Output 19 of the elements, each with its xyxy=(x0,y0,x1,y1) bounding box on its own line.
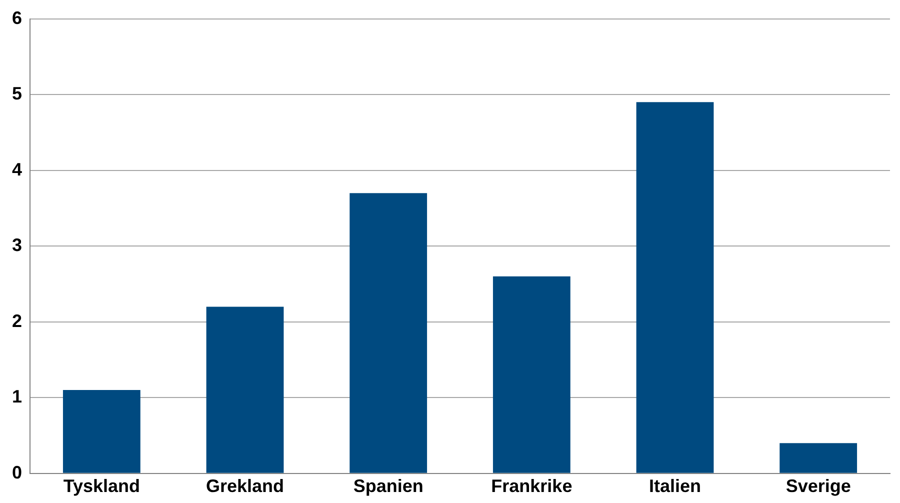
y-tick-label: 0 xyxy=(12,462,22,482)
y-tick-label: 3 xyxy=(12,235,22,256)
y-tick-label: 5 xyxy=(12,84,22,104)
x-tick-label: Sverige xyxy=(786,476,851,496)
x-tick-label: Grekland xyxy=(206,476,284,496)
x-tick-label: Italien xyxy=(648,476,702,496)
bar xyxy=(780,443,858,473)
x-tick-label: Frankrike xyxy=(491,476,572,496)
x-tick-label: Tyskland xyxy=(63,476,140,496)
bar xyxy=(206,306,284,473)
y-tick-label: 2 xyxy=(12,310,22,331)
y-tick-label: 6 xyxy=(12,8,22,28)
bar xyxy=(62,390,140,473)
x-tick-label: Spanien xyxy=(353,476,424,496)
bar xyxy=(636,102,714,473)
bar xyxy=(350,193,428,473)
y-tick-label: 1 xyxy=(12,386,22,407)
bar xyxy=(492,276,570,473)
y-tick-label: 4 xyxy=(12,159,22,180)
